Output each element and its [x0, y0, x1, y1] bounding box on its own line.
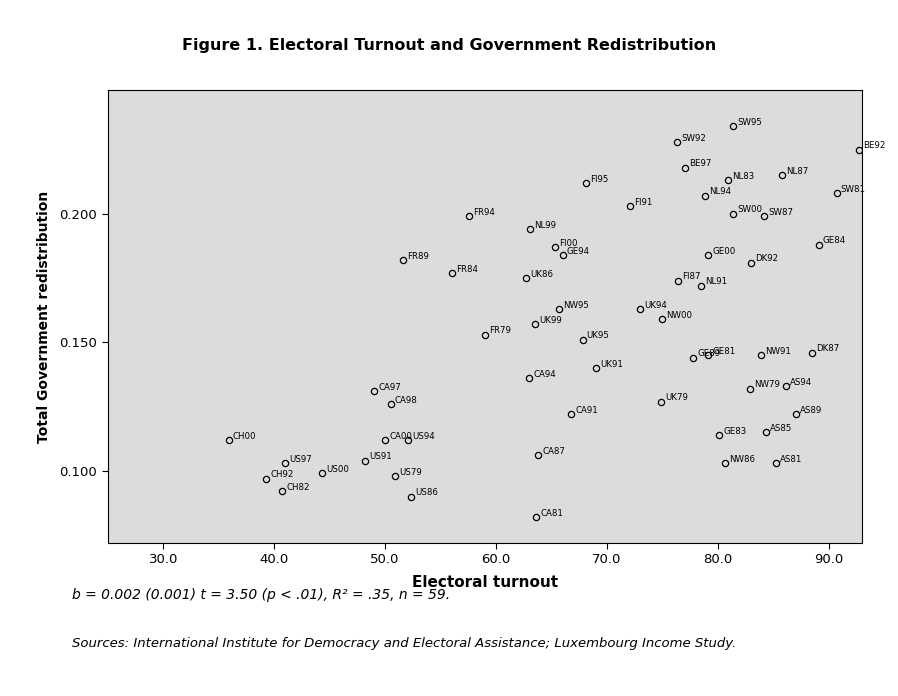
Text: US94: US94 — [412, 432, 436, 441]
Text: AS85: AS85 — [770, 424, 792, 433]
Text: CA81: CA81 — [540, 509, 563, 518]
X-axis label: Electoral turnout: Electoral turnout — [412, 575, 558, 590]
Text: UK86: UK86 — [530, 270, 553, 278]
Text: BE97: BE97 — [689, 159, 711, 168]
Text: GE83: GE83 — [723, 427, 746, 436]
Text: NW91: NW91 — [765, 347, 791, 356]
Text: NW86: NW86 — [728, 454, 754, 464]
Text: CH92: CH92 — [270, 470, 294, 480]
Text: FR79: FR79 — [489, 326, 511, 335]
Text: b = 0.002 (0.001) t = 3.50 (p < .01), R² = .35, n = 59.: b = 0.002 (0.001) t = 3.50 (p < .01), R²… — [72, 588, 450, 602]
Text: UK99: UK99 — [539, 316, 562, 325]
Text: US97: US97 — [289, 454, 313, 464]
Text: DK87: DK87 — [816, 345, 840, 354]
Text: NW00: NW00 — [666, 311, 692, 320]
Text: FI87: FI87 — [682, 272, 700, 281]
Y-axis label: Total Government redistribution: Total Government redistribution — [37, 191, 51, 443]
Text: US79: US79 — [400, 468, 422, 477]
Text: FI95: FI95 — [590, 175, 609, 184]
Text: UK94: UK94 — [645, 301, 667, 310]
Text: NW95: NW95 — [563, 301, 589, 310]
Text: CA91: CA91 — [576, 406, 598, 415]
Text: FR84: FR84 — [456, 264, 478, 274]
Text: GE89: GE89 — [698, 349, 721, 358]
Text: BE92: BE92 — [863, 141, 885, 150]
Text: AS81: AS81 — [779, 454, 802, 464]
Text: AS94: AS94 — [789, 378, 812, 387]
Text: DK92: DK92 — [755, 254, 779, 263]
Text: FI00: FI00 — [559, 239, 577, 248]
Text: AS89: AS89 — [800, 406, 822, 415]
Text: SW92: SW92 — [681, 134, 706, 143]
Text: CA94: CA94 — [533, 370, 556, 379]
Text: NW79: NW79 — [754, 380, 780, 389]
Text: Sources: International Institute for Democracy and Electoral Assistance; Luxembo: Sources: International Institute for Dem… — [72, 637, 736, 650]
Text: NL87: NL87 — [787, 167, 808, 176]
Text: CA97: CA97 — [378, 383, 401, 392]
Text: CA87: CA87 — [542, 447, 565, 456]
Text: GE81: GE81 — [712, 347, 735, 356]
Text: US00: US00 — [326, 465, 349, 474]
Text: US86: US86 — [415, 488, 437, 497]
Text: FI91: FI91 — [634, 198, 653, 207]
Text: SW81: SW81 — [841, 185, 866, 194]
Text: NL83: NL83 — [732, 172, 754, 181]
Text: SW95: SW95 — [737, 118, 762, 127]
Text: GE84: GE84 — [823, 237, 846, 245]
Text: FR89: FR89 — [407, 252, 429, 261]
Text: Figure 1. Electoral Turnout and Government Redistribution: Figure 1. Electoral Turnout and Governme… — [182, 38, 716, 53]
Text: CA98: CA98 — [395, 396, 418, 404]
Text: GE00: GE00 — [712, 246, 735, 255]
Text: NL91: NL91 — [706, 278, 727, 287]
Text: SW87: SW87 — [769, 208, 794, 217]
Text: CA00: CA00 — [389, 432, 412, 441]
Text: CH00: CH00 — [233, 432, 256, 441]
Text: NL99: NL99 — [534, 221, 557, 230]
Text: GE94: GE94 — [567, 246, 590, 255]
Text: FR94: FR94 — [473, 208, 496, 217]
Text: SW00: SW00 — [737, 205, 762, 214]
Text: UK91: UK91 — [600, 360, 623, 369]
Text: UK95: UK95 — [586, 331, 610, 340]
Text: CH82: CH82 — [286, 483, 310, 492]
Text: NL94: NL94 — [709, 187, 731, 196]
Text: US91: US91 — [369, 452, 392, 461]
Text: UK79: UK79 — [665, 393, 689, 402]
